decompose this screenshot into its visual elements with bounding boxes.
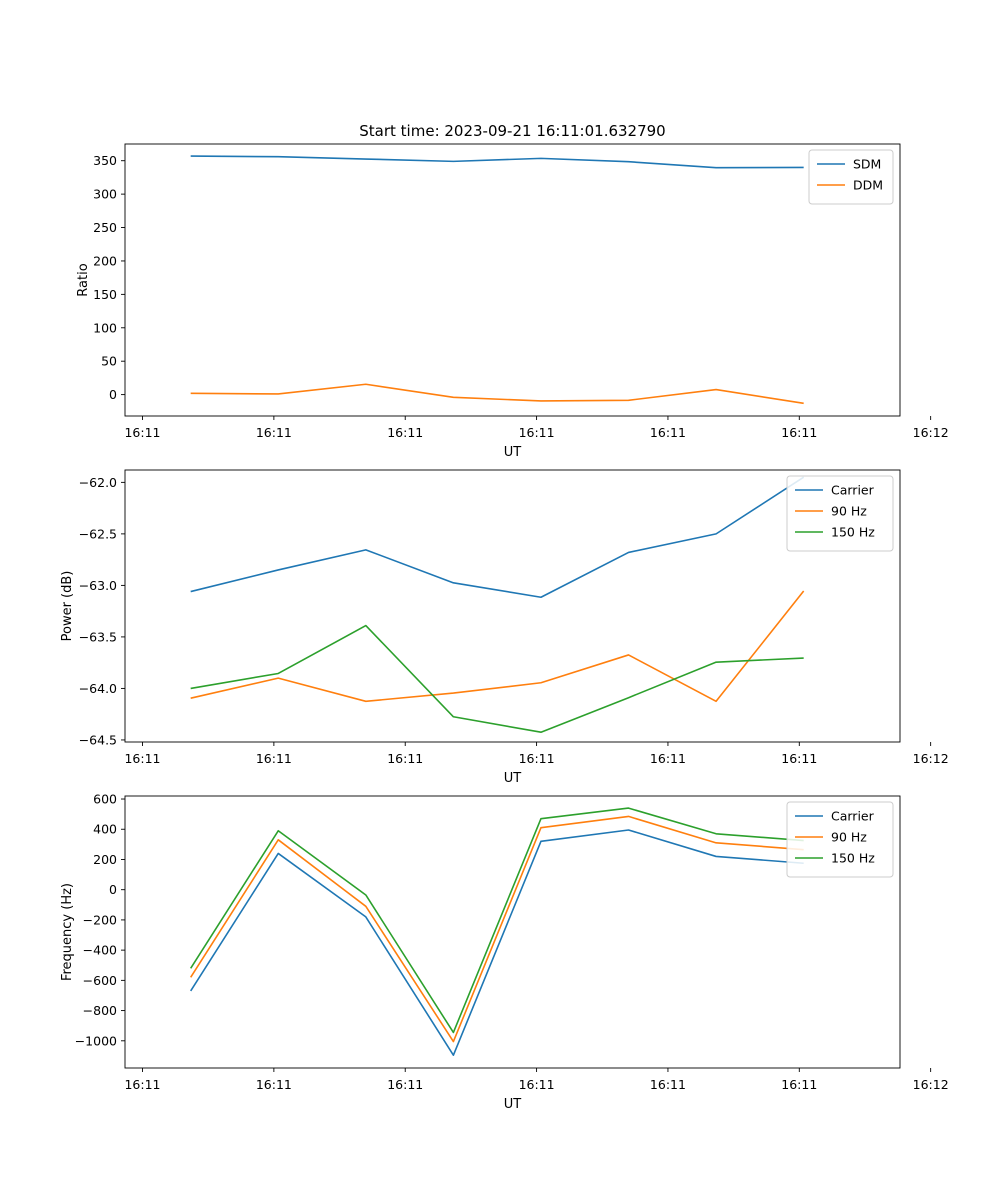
legend-label: DDM — [853, 178, 883, 193]
y-tick-label: −200 — [83, 912, 117, 927]
y-tick-label: 250 — [93, 220, 117, 235]
x-tick-label: 16:11 — [650, 751, 686, 766]
y-tick-label: 200 — [93, 852, 117, 867]
legend: SDM DDM — [808, 149, 894, 205]
frequency-panel: 16:11 16:11 16:11 16:11 16:11 16:11 16:12 −1000… — [60, 792, 949, 1112]
x-axis-label: UT — [504, 445, 522, 460]
legend-label: 150 Hz — [831, 851, 875, 866]
y-axis-label: Ratio — [76, 263, 91, 296]
series-line-carrier — [190, 476, 805, 599]
x-tick-label: 16:11 — [256, 1077, 292, 1092]
series-line-sdm — [190, 155, 804, 169]
y-tick-label: −600 — [83, 973, 117, 988]
figure-title: Start time: 2023-09-21 16:11:01.632790 — [359, 122, 665, 140]
y-tick-label: −62.5 — [79, 526, 117, 541]
x-axis-label: UT — [504, 771, 522, 786]
y-tick-label: 400 — [93, 822, 117, 837]
y-tick-label: 150 — [93, 287, 117, 302]
y-tick-label: −63.5 — [79, 629, 117, 644]
ratio-panel: 16:11 16:11 16:11 16:11 16:11 16:11 16:12 0 50 10… — [76, 143, 949, 460]
y-tick-label: −63.0 — [79, 578, 117, 593]
y-tick-label: 0 — [109, 882, 117, 897]
x-tick-label: 16:11 — [124, 425, 160, 440]
y-tick-label: −400 — [83, 943, 117, 958]
x-tick-label: 16:12 — [913, 425, 949, 440]
legend: Carrier 90 Hz 150 Hz — [786, 801, 894, 878]
legend-label: SDM — [853, 157, 881, 172]
x-tick-label: 16:11 — [387, 1077, 423, 1092]
x-tick-label: 16:11 — [519, 751, 555, 766]
x-tick-label: 16:12 — [913, 1077, 949, 1092]
y-tick-label: −1000 — [75, 1033, 117, 1048]
axes-frame — [124, 143, 901, 417]
x-tick-label: 16:11 — [256, 425, 292, 440]
y-tick-label: 600 — [93, 792, 117, 807]
x-axis-label: UT — [504, 1097, 522, 1112]
y-tick-label: −62.0 — [79, 475, 117, 490]
y-axis-label: Power (dB) — [60, 571, 75, 642]
x-tick-label: 16:11 — [650, 425, 686, 440]
x-tick-label: 16:11 — [781, 1077, 817, 1092]
legend-label: 90 Hz — [831, 504, 867, 519]
x-tick-label: 16:11 — [387, 751, 423, 766]
y-tick-label: 100 — [93, 320, 117, 335]
y-tick-label: 300 — [93, 187, 117, 202]
series-line-150-hz — [190, 624, 804, 734]
x-tick-label: 16:11 — [256, 751, 292, 766]
axes-frame — [124, 469, 901, 743]
legend: Carrier 90 Hz 150 Hz — [786, 475, 894, 552]
x-tick-label: 16:11 — [650, 1077, 686, 1092]
x-tick-label: 16:12 — [913, 751, 949, 766]
x-tick-label: 16:11 — [519, 425, 555, 440]
y-tick-label: −800 — [83, 1003, 117, 1018]
x-tick-label: 16:11 — [519, 1077, 555, 1092]
y-tick-label: −64.0 — [79, 681, 117, 696]
series-line-90-hz — [190, 590, 805, 703]
legend-label: Carrier — [831, 483, 875, 498]
y-axis-label: Frequency (Hz) — [60, 883, 75, 981]
series-line-carrier — [190, 829, 804, 1056]
series-line-90-hz — [190, 815, 804, 1043]
y-tick-label: 0 — [109, 387, 117, 402]
legend-label: Carrier — [831, 809, 875, 824]
x-tick-label: 16:11 — [781, 425, 817, 440]
axes-frame — [124, 795, 901, 1069]
y-tick-label: 200 — [93, 253, 117, 268]
y-tick-label: −64.5 — [79, 732, 117, 747]
series-line-150-hz — [190, 807, 804, 1034]
series-line-ddm — [190, 383, 804, 405]
x-tick-label: 16:11 — [124, 751, 160, 766]
power-panel: 16:11 16:11 16:11 16:11 16:11 16:11 16:12 −64.5… — [60, 469, 949, 786]
x-tick-label: 16:11 — [124, 1077, 160, 1092]
y-tick-label: 350 — [93, 153, 117, 168]
legend-label: 150 Hz — [831, 525, 875, 540]
x-tick-label: 16:11 — [781, 751, 817, 766]
y-tick-label: 50 — [101, 354, 117, 369]
legend-label: 90 Hz — [831, 830, 867, 845]
x-tick-label: 16:11 — [387, 425, 423, 440]
